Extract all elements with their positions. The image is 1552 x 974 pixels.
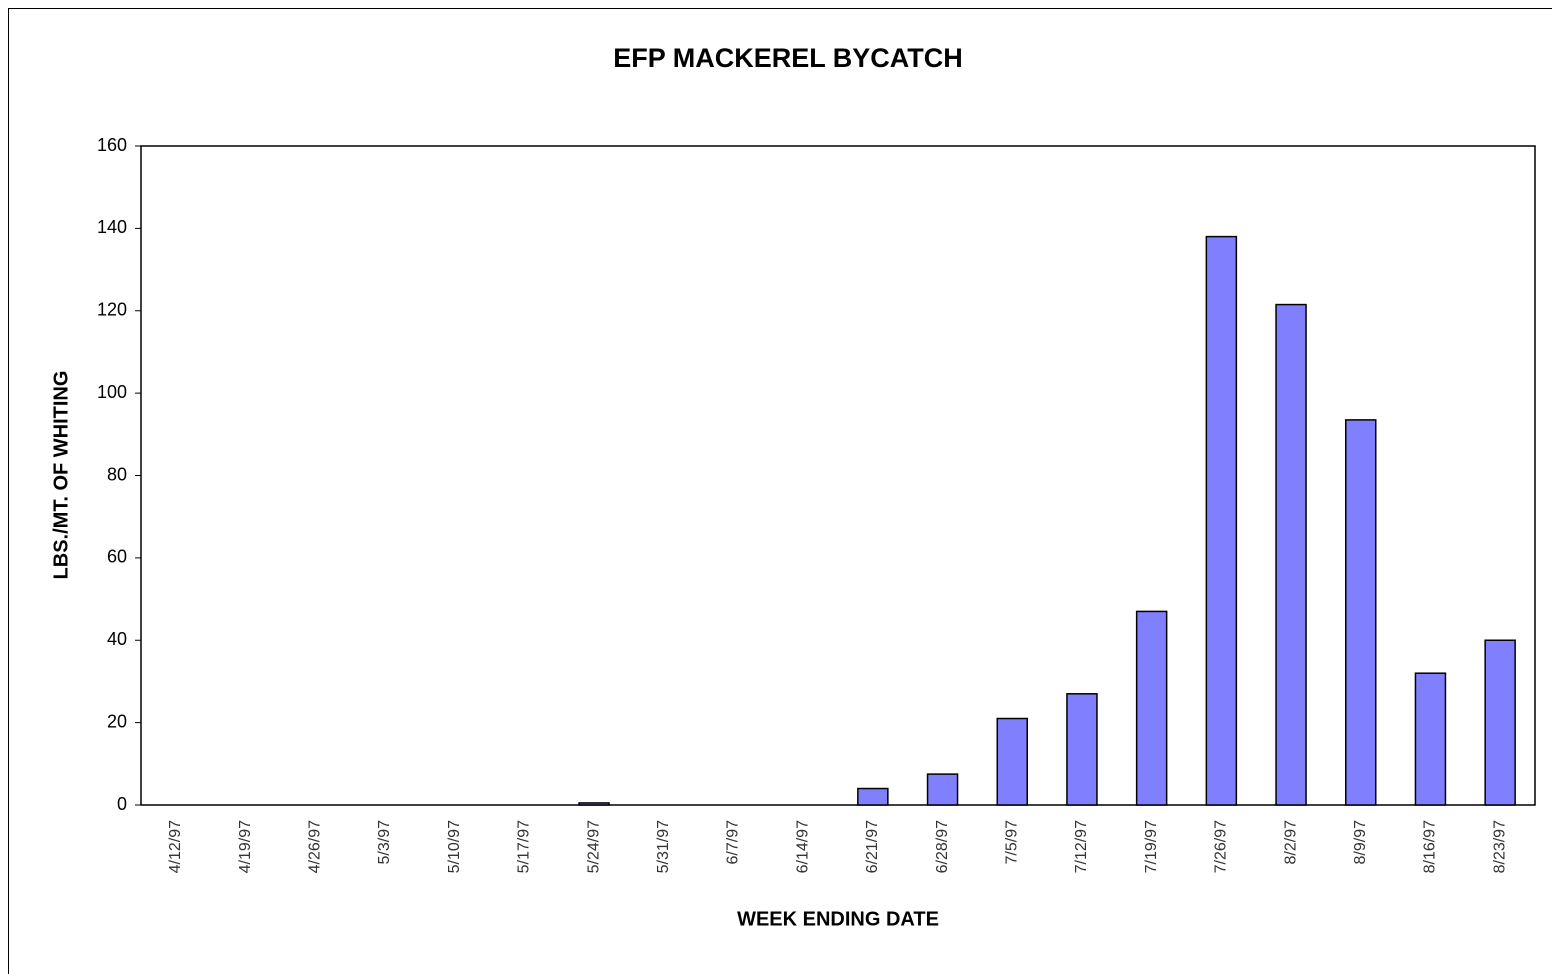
x-tick-label: 5/31/97 [655, 820, 672, 873]
bar [1135, 610, 1168, 806]
bar [996, 717, 1028, 806]
x-tick-label: 7/26/97 [1213, 820, 1230, 873]
x-tick-label: 4/19/97 [237, 820, 254, 873]
y-tick-label: 20 [107, 711, 127, 731]
y-tick-label: 60 [107, 547, 127, 567]
chart-frame [8, 8, 1552, 974]
bar [857, 787, 889, 806]
x-tick-label: 6/28/97 [934, 820, 951, 873]
x-tick-label: 8/2/97 [1282, 820, 1299, 865]
y-axis-title: LBS./MT. OF WHITING [50, 371, 72, 580]
bar [1345, 419, 1377, 806]
y-tick-label: 100 [97, 382, 127, 402]
x-tick-label: 7/19/97 [1143, 820, 1160, 873]
x-tick-label: 6/14/97 [794, 820, 811, 873]
y-tick-label: 120 [97, 300, 127, 320]
y-tick-label: 0 [117, 794, 127, 814]
x-tick-label: 6/21/97 [864, 820, 881, 873]
x-axis-title: WEEK ENDING DATE [737, 908, 939, 930]
bar [1275, 303, 1307, 806]
x-tick-label: 5/3/97 [376, 820, 393, 865]
plot-area [140, 145, 1536, 806]
x-tick-label: 6/7/97 [725, 820, 742, 865]
x-tick-label: 8/9/97 [1352, 820, 1369, 865]
y-tick-label: 140 [97, 217, 127, 237]
bar [1066, 693, 1098, 806]
x-tick-label: 5/17/97 [516, 820, 533, 873]
x-tick-label: 5/24/97 [585, 820, 602, 873]
y-tick-label: 40 [107, 629, 127, 649]
x-tick-label: 7/12/97 [1073, 820, 1090, 873]
chart-title: EFP MACKEREL BYCATCH [613, 43, 963, 73]
x-tick-label: 7/5/97 [1003, 820, 1020, 865]
bar [926, 773, 959, 806]
bar [1484, 639, 1516, 806]
x-tick-label: 8/16/97 [1422, 820, 1439, 873]
y-tick-label: 80 [107, 464, 127, 484]
x-tick-label: 4/26/97 [306, 820, 323, 873]
x-tick-label: 5/10/97 [446, 820, 463, 873]
bar [578, 802, 610, 806]
bar [1414, 672, 1447, 806]
x-tick-label: 8/23/97 [1491, 820, 1508, 873]
bar [1205, 235, 1238, 806]
y-tick-label: 160 [97, 135, 127, 155]
x-tick-label: 4/12/97 [167, 820, 184, 873]
